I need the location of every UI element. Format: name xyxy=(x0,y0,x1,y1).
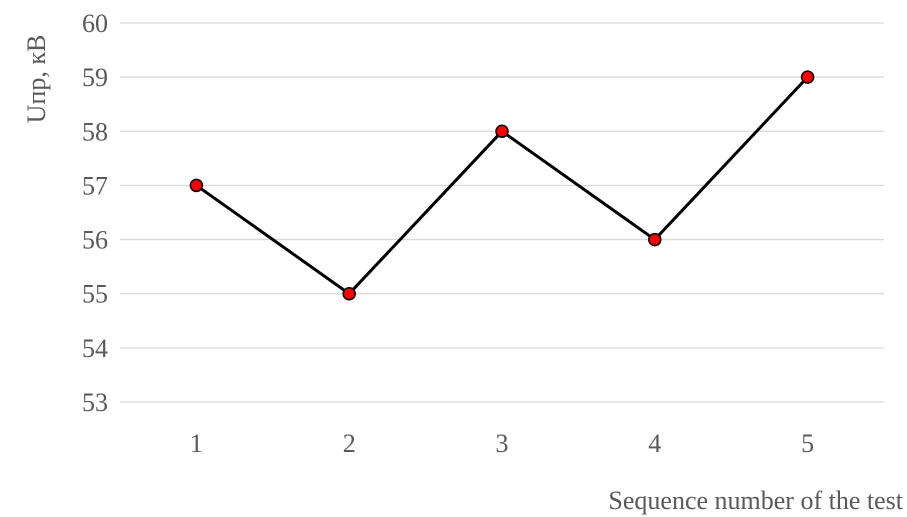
y-tick-label: 58 xyxy=(82,117,108,146)
data-point xyxy=(495,124,509,139)
x-tick-label: 5 xyxy=(801,429,814,458)
y-tick-label: 60 xyxy=(82,9,108,38)
x-tick-label: 3 xyxy=(496,429,509,458)
x-tick-labels: 1 2 3 4 5 xyxy=(190,429,814,458)
y-tick-label: 57 xyxy=(82,171,108,200)
y-tick-label: 56 xyxy=(82,226,108,255)
y-axis-label: Uпр, кВ xyxy=(22,35,51,124)
x-tick-label: 4 xyxy=(648,429,661,458)
y-tick-labels: 53 54 55 56 57 58 59 60 xyxy=(82,9,108,417)
x-axis-label: Sequence number of the test xyxy=(608,486,903,515)
x-tick-label: 1 xyxy=(190,429,203,458)
data-point xyxy=(189,178,204,193)
data-point xyxy=(342,286,356,301)
x-tick-label: 2 xyxy=(343,429,356,458)
data-point xyxy=(800,70,815,84)
y-tick-label: 53 xyxy=(82,388,108,417)
data-point xyxy=(648,232,662,247)
series-group xyxy=(189,70,815,301)
y-tick-label: 54 xyxy=(82,334,108,363)
y-tick-label: 59 xyxy=(82,63,108,92)
y-tick-label: 55 xyxy=(82,280,108,309)
